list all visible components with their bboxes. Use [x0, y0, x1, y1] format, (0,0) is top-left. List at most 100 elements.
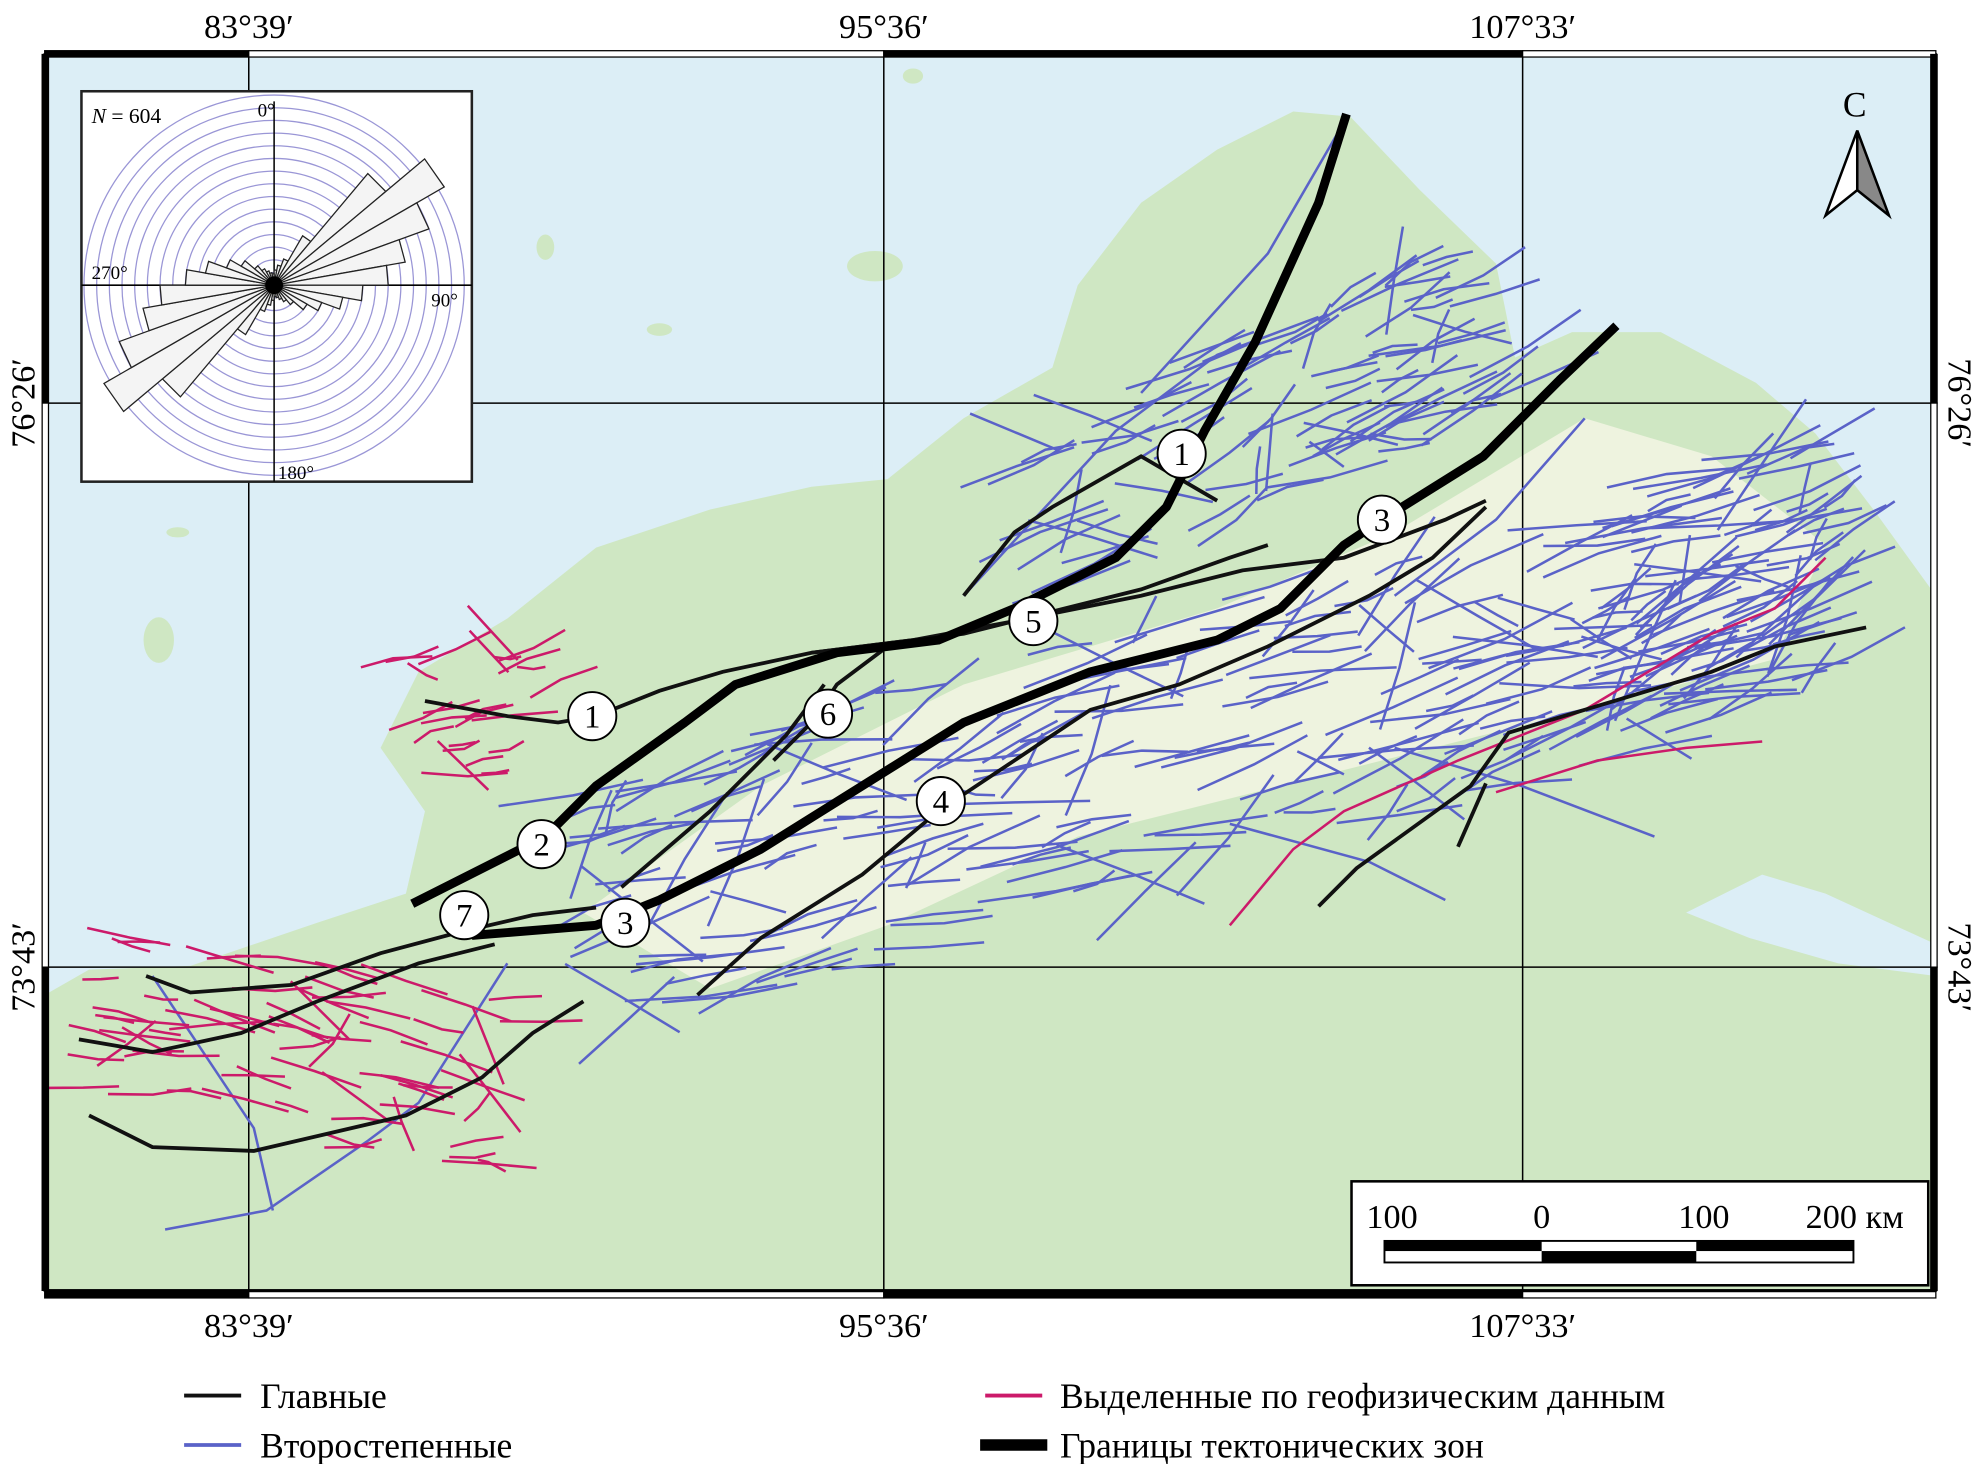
secondary-fault — [1023, 633, 1148, 690]
secondary-fault — [1458, 700, 1520, 736]
secondary-fault — [1600, 567, 1652, 610]
secondary-fault — [1205, 472, 1284, 492]
secondary-fault — [1785, 474, 1863, 534]
svg-text:Главные: Главные — [260, 1376, 387, 1416]
secondary-fault — [947, 840, 1078, 851]
lon-label-top-2: 95°36′ — [839, 9, 929, 46]
secondary-fault — [1321, 404, 1392, 451]
island — [536, 234, 555, 260]
geophysical-fault — [413, 1017, 464, 1034]
secondary-fault — [1054, 703, 1184, 713]
geophysical-fault — [359, 1071, 440, 1089]
secondary-fault — [595, 876, 686, 886]
secondary-fault — [1368, 329, 1506, 357]
lon-label-top-3: 107°33′ — [1469, 9, 1576, 46]
secondary-fault — [996, 684, 1120, 717]
secondary-fault — [1041, 820, 1092, 849]
secondary-fault — [1425, 694, 1475, 713]
island — [143, 617, 174, 663]
geophysical-fault — [360, 655, 433, 669]
geophysical-fault — [413, 725, 455, 744]
secondary-fault — [1420, 729, 1502, 778]
secondary-fault — [756, 742, 813, 817]
secondary-fault — [604, 779, 628, 833]
secondary-fault — [1160, 721, 1303, 769]
secondary-fault — [1644, 519, 1792, 530]
secondary-fault — [1349, 388, 1445, 443]
legend: Главные Второстепенные Выделенные по гео… — [184, 1376, 1665, 1464]
secondary-fault — [1808, 517, 1828, 561]
lat-label-left-2: 73°43′ — [6, 922, 43, 1012]
secondary-fault — [1462, 345, 1539, 395]
frame-bar-top — [1521, 50, 1937, 58]
secondary-fault — [831, 962, 896, 971]
islands — [143, 68, 1210, 663]
secondary-fault — [1452, 635, 1598, 659]
secondary-fault — [1723, 508, 1773, 537]
secondary-fault — [1505, 692, 1632, 761]
secondary-fault — [1726, 576, 1831, 619]
svg-text:2: 2 — [533, 828, 549, 864]
secondary-fault — [1754, 508, 1808, 532]
secondary-fault — [1308, 440, 1345, 468]
geophysical-fault — [497, 647, 561, 675]
secondary-fault — [1738, 452, 1855, 480]
secondary-fault — [1600, 579, 1736, 660]
tectonic-zone-boundary — [471, 322, 1620, 940]
secondary-fault — [1284, 610, 1352, 628]
geophysical-fault — [417, 630, 491, 666]
secondary-fault — [1416, 593, 1504, 624]
fault-label-1: 1 — [1156, 428, 1207, 479]
north-arrow-icon: С — [1822, 85, 1892, 220]
secondary-fault — [1329, 271, 1377, 308]
secondary-fault — [766, 742, 908, 802]
secondary-fault — [1428, 601, 1574, 670]
scale-label-100: 100 — [1678, 1199, 1729, 1236]
frame-bar-left — [41, 402, 50, 968]
secondary-fault — [880, 834, 969, 869]
geophysical-fault — [68, 1023, 127, 1044]
svg-text:3: 3 — [617, 906, 633, 942]
secondary-fault — [1372, 343, 1418, 355]
secondary-fault — [1006, 710, 1087, 758]
geophysical-fault — [314, 961, 380, 980]
secondary-fault — [801, 767, 851, 786]
svg-text:3: 3 — [1374, 503, 1390, 539]
svg-text:Выделенные по геофизическим да: Выделенные по геофизическим данным — [1060, 1376, 1665, 1416]
geophysical-fault — [463, 1092, 491, 1122]
lon-label-bottom-1: 83°39′ — [204, 1308, 294, 1345]
secondary-fault — [1335, 386, 1444, 456]
secondary-fault — [1091, 678, 1224, 720]
secondary-fault — [1368, 400, 1445, 442]
geophysical-fault — [388, 700, 453, 732]
secondary-fault — [1295, 399, 1373, 438]
secondary-fault — [1303, 421, 1399, 446]
secondary-fault — [980, 819, 1130, 868]
secondary-fault — [498, 778, 644, 808]
secondary-fault — [1641, 613, 1682, 645]
main-fault — [78, 942, 496, 1054]
island — [902, 68, 924, 84]
geophysical-fault — [499, 1019, 583, 1023]
secondary-fault — [1056, 813, 1132, 829]
rose-label-90: 90° — [431, 291, 458, 312]
secondary-fault — [1358, 604, 1415, 653]
secondary-fault — [645, 791, 729, 931]
secondary-fault — [1325, 367, 1381, 390]
geophysical-fault — [289, 980, 350, 1041]
secondary-fault — [1794, 531, 1844, 577]
secondary-fault — [936, 722, 1022, 770]
secondary-fault — [941, 799, 1091, 806]
secondary-fault — [1096, 841, 1197, 942]
secondary-fault — [1011, 846, 1072, 866]
geophysical-fault — [465, 755, 504, 767]
secondary-fault — [1225, 633, 1331, 677]
secondary-fault — [999, 499, 1105, 542]
secondary-fault — [1183, 328, 1246, 370]
secondary-fault — [1581, 595, 1630, 625]
secondary-fault — [1746, 407, 1876, 475]
geophysical-fault — [324, 1138, 383, 1149]
secondary-fault — [1250, 652, 1373, 710]
secondary-fault — [1708, 652, 1793, 721]
